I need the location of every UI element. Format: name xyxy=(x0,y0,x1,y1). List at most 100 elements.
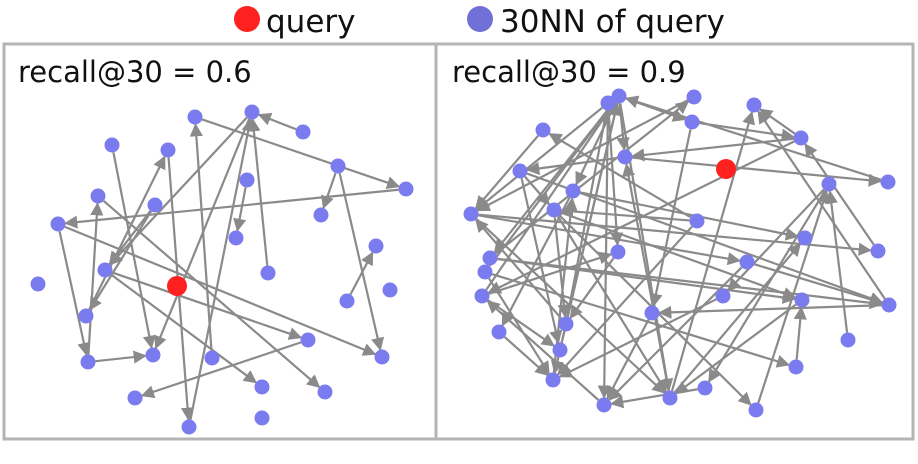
right-graph-node xyxy=(474,288,490,304)
left-graph-edge xyxy=(88,155,166,310)
right-graph-edge xyxy=(560,204,690,222)
left-graph-edge xyxy=(102,200,321,388)
right-graph-node xyxy=(600,95,616,111)
legend-query-marker xyxy=(234,6,260,32)
left-graph-edge xyxy=(349,251,374,295)
right-graph-node xyxy=(746,97,762,113)
left-graph-node xyxy=(145,347,161,363)
left-graph-node xyxy=(239,172,255,188)
right-graph-edge xyxy=(497,257,796,304)
right-panel-frame xyxy=(434,42,915,441)
right-graph-edge xyxy=(475,218,562,320)
right-graph-edge xyxy=(495,100,690,255)
right-graph-edge xyxy=(488,251,613,295)
right-graph-node xyxy=(610,244,626,260)
legend-nn-label: 30NN of query xyxy=(500,4,725,40)
right-graph-edge xyxy=(488,100,616,267)
right-graph-edge xyxy=(632,156,882,187)
left-graph-edge xyxy=(321,172,337,210)
right-graph-edge xyxy=(804,143,875,246)
right-graph-edge xyxy=(526,172,884,305)
left-graph-node xyxy=(339,293,355,309)
right-graph-edge xyxy=(569,257,615,319)
right-graph-node xyxy=(558,316,574,332)
right-graph-edge xyxy=(757,189,830,404)
legend: query 30NN of query xyxy=(234,4,725,40)
left-graph-node xyxy=(104,137,120,153)
right-graph-node xyxy=(617,149,633,165)
right-graph-edge xyxy=(524,175,550,206)
right-graph-edge xyxy=(624,95,882,181)
left-graph-node xyxy=(50,216,66,232)
left-graph-edge xyxy=(58,231,91,356)
right-graph-edge xyxy=(606,319,650,400)
left-graph xyxy=(30,104,414,435)
left-graph-node xyxy=(330,158,346,174)
right-graph-node xyxy=(565,183,581,199)
right-graph-node xyxy=(552,342,568,358)
right-graph-edge xyxy=(673,242,802,393)
right-graph-node xyxy=(684,114,700,130)
right-graph-node xyxy=(794,292,810,308)
right-graph-edge xyxy=(475,134,539,210)
left-graph-node xyxy=(181,419,197,435)
right-graph-edge xyxy=(622,163,670,391)
left-graph-node xyxy=(78,308,94,324)
right-graph-node xyxy=(840,332,856,348)
left-graph-edge xyxy=(247,118,269,266)
right-graph-edge xyxy=(649,129,692,307)
left-graph-query-node xyxy=(167,276,187,296)
left-graph-node xyxy=(187,109,203,125)
left-graph-edge xyxy=(112,152,156,349)
right-graph-node xyxy=(512,163,528,179)
right-graph-edge xyxy=(580,191,799,241)
left-graph-node xyxy=(368,238,384,254)
left-graph-node xyxy=(398,181,414,197)
right-graph-edge xyxy=(491,273,791,368)
left-graph-node xyxy=(313,207,329,223)
right-graph-node xyxy=(482,250,498,266)
right-graph-node xyxy=(596,397,612,413)
right-graph-edge xyxy=(476,99,688,212)
right-graph-edge xyxy=(487,299,555,347)
left-graph-node xyxy=(204,350,220,366)
right-graph-edge xyxy=(674,303,797,395)
right-graph-edge xyxy=(557,225,693,376)
left-graph-edge xyxy=(64,225,377,356)
right-graph-node xyxy=(463,206,479,222)
left-graph-edge xyxy=(111,271,303,340)
right-graph-edge xyxy=(497,257,883,310)
right-graph-edge xyxy=(727,188,825,292)
right-graph-node xyxy=(870,243,886,259)
left-graph-node xyxy=(80,354,96,370)
left-graph-node xyxy=(127,390,143,406)
left-graph-node xyxy=(90,188,106,204)
right-graph-node xyxy=(491,324,507,340)
right-graph-node xyxy=(546,202,562,218)
right-graph-node xyxy=(689,213,705,229)
left-graph-node xyxy=(317,384,333,400)
right-graph-node xyxy=(739,254,755,270)
left-graph-node xyxy=(254,410,270,426)
right-graph-edge xyxy=(553,217,571,318)
right-graph-node xyxy=(880,174,896,190)
left-graph-node xyxy=(300,332,316,348)
left-graph-edge xyxy=(201,118,401,189)
right-graph-node xyxy=(644,305,660,321)
legend-nn-marker xyxy=(467,6,493,32)
left-graph-node xyxy=(244,104,260,120)
right-graph-edge xyxy=(485,101,616,291)
left-graph-node xyxy=(30,276,46,292)
right-graph-edge xyxy=(503,336,549,376)
left-panel-title: recall@30 = 0.6 xyxy=(18,55,252,89)
right-graph-edge xyxy=(486,300,600,401)
left-graph-node xyxy=(254,379,270,395)
right-graph-edge xyxy=(520,178,563,344)
right-graph-edge xyxy=(631,137,794,162)
right-graph-edge xyxy=(475,106,603,211)
left-graph-node xyxy=(147,197,163,213)
left-graph-node xyxy=(228,230,244,246)
right-graph-node xyxy=(881,297,897,313)
right-graph-edge xyxy=(548,132,692,219)
